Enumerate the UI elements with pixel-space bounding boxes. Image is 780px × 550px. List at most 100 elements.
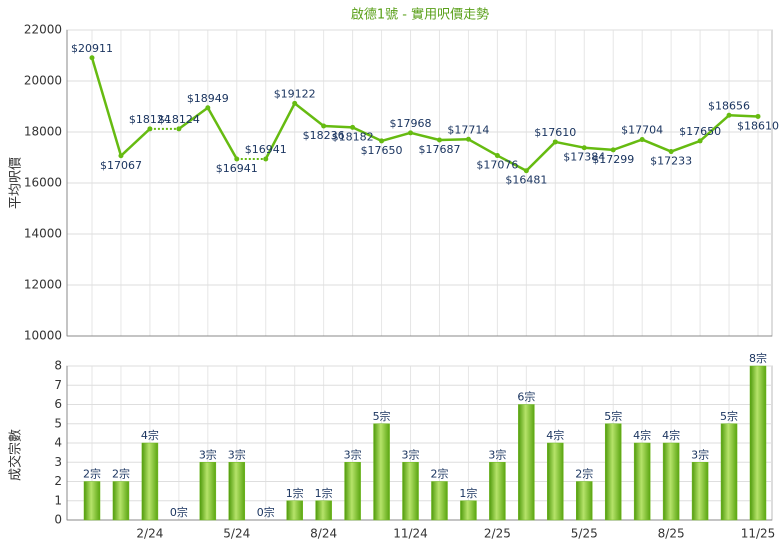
bar (576, 481, 593, 521)
y-tick-label: 14000 (24, 227, 62, 241)
line-segment (381, 131, 411, 143)
data-label: 1宗 (459, 486, 477, 500)
y-tick-label: 12000 (24, 278, 62, 292)
data-label: $16941 (216, 162, 258, 175)
data-label: 3宗 (228, 447, 246, 461)
data-label: $18236 (303, 129, 345, 142)
bar (141, 442, 159, 521)
point (668, 149, 674, 155)
bar (604, 423, 622, 521)
y-tick-label: 10000 (24, 329, 62, 343)
x-tick-label: 2/25 (484, 527, 511, 541)
chart-title: 啟德1號 - 實用呎價走勢 (351, 7, 489, 23)
line-segment (584, 146, 614, 152)
bar (633, 442, 651, 521)
data-label: $20911 (71, 42, 113, 55)
data-label: 2宗 (575, 467, 593, 481)
data-label: $17067 (100, 159, 142, 172)
data-label: $18610 (737, 119, 779, 132)
point (523, 168, 529, 174)
line-segment (670, 139, 701, 153)
y-tick-label: 22000 (24, 23, 62, 37)
line-segment (612, 138, 643, 152)
point (321, 123, 327, 129)
bar (720, 423, 738, 521)
data-label: 5宗 (720, 409, 738, 423)
point (465, 136, 471, 142)
data-label: $19122 (274, 87, 316, 100)
data-label: 3宗 (199, 447, 217, 461)
data-label: $18656 (708, 99, 750, 112)
bar (691, 462, 709, 521)
point (379, 138, 385, 144)
line-segment (264, 102, 296, 160)
bar (228, 462, 246, 521)
line-segment (206, 107, 238, 160)
y-tick-label: 5 (54, 416, 62, 430)
data-label: 6宗 (517, 390, 535, 404)
bar (662, 442, 680, 521)
y-tick-label: 20000 (24, 74, 62, 88)
data-label: $17650 (679, 125, 721, 138)
y-tick-label: 0 (54, 513, 62, 527)
y-tick-label: 3 (54, 455, 62, 469)
y-tick-label: 4 (54, 436, 62, 450)
bar (460, 500, 477, 521)
point (581, 145, 587, 151)
bar (112, 481, 130, 521)
point (350, 124, 356, 130)
data-label: $17384 (563, 151, 605, 164)
x-tick-label: 11/24 (393, 527, 428, 541)
point (552, 139, 558, 145)
line-segment (410, 131, 440, 142)
y-tick-label: 2 (54, 474, 62, 488)
y-tick-label: 6 (54, 397, 62, 411)
line-segment (120, 127, 151, 157)
data-label: 4宗 (546, 428, 564, 442)
data-label: 5宗 (604, 409, 622, 423)
x-tick-label: 5/24 (223, 527, 250, 541)
line-segment (641, 138, 672, 153)
data-label: 1宗 (286, 486, 304, 500)
point (263, 156, 269, 162)
data-label: $17968 (390, 117, 432, 130)
data-label: 4宗 (633, 428, 651, 442)
data-label: 3宗 (488, 447, 506, 461)
line-segment (90, 57, 123, 157)
point (292, 100, 298, 106)
point (118, 153, 124, 159)
x-tick-label: 8/24 (310, 527, 337, 541)
data-label: $17076 (476, 159, 518, 172)
y-axis-label: 成交宗數 (8, 429, 24, 481)
data-label: $17650 (361, 144, 403, 157)
data-label: 3宗 (691, 447, 709, 461)
bar (199, 462, 217, 521)
line-segment (728, 114, 759, 118)
bar (373, 423, 390, 521)
data-label: 2宗 (112, 467, 130, 481)
data-label: $16481 (505, 174, 547, 187)
y-tick-label: 18000 (24, 125, 62, 139)
y-tick-label: 16000 (24, 176, 62, 190)
point (408, 130, 414, 136)
bar (315, 500, 332, 521)
bar (749, 365, 767, 521)
bar (286, 500, 303, 521)
point (147, 126, 153, 132)
point (697, 138, 703, 144)
data-label: 2宗 (83, 467, 101, 481)
data-label: 3宗 (344, 447, 362, 461)
point (494, 153, 500, 159)
data-label: 4宗 (662, 428, 680, 442)
point (610, 147, 616, 153)
data-label: $16941 (245, 143, 287, 156)
data-label: 2宗 (430, 467, 448, 481)
line-segment (178, 106, 209, 130)
bar (344, 462, 361, 521)
point (176, 126, 182, 132)
x-tick-label: 2/24 (136, 527, 163, 541)
x-tick-label: 11/25 (741, 527, 776, 541)
y-axis-label: 平均呎價 (9, 157, 24, 209)
point (755, 113, 761, 119)
